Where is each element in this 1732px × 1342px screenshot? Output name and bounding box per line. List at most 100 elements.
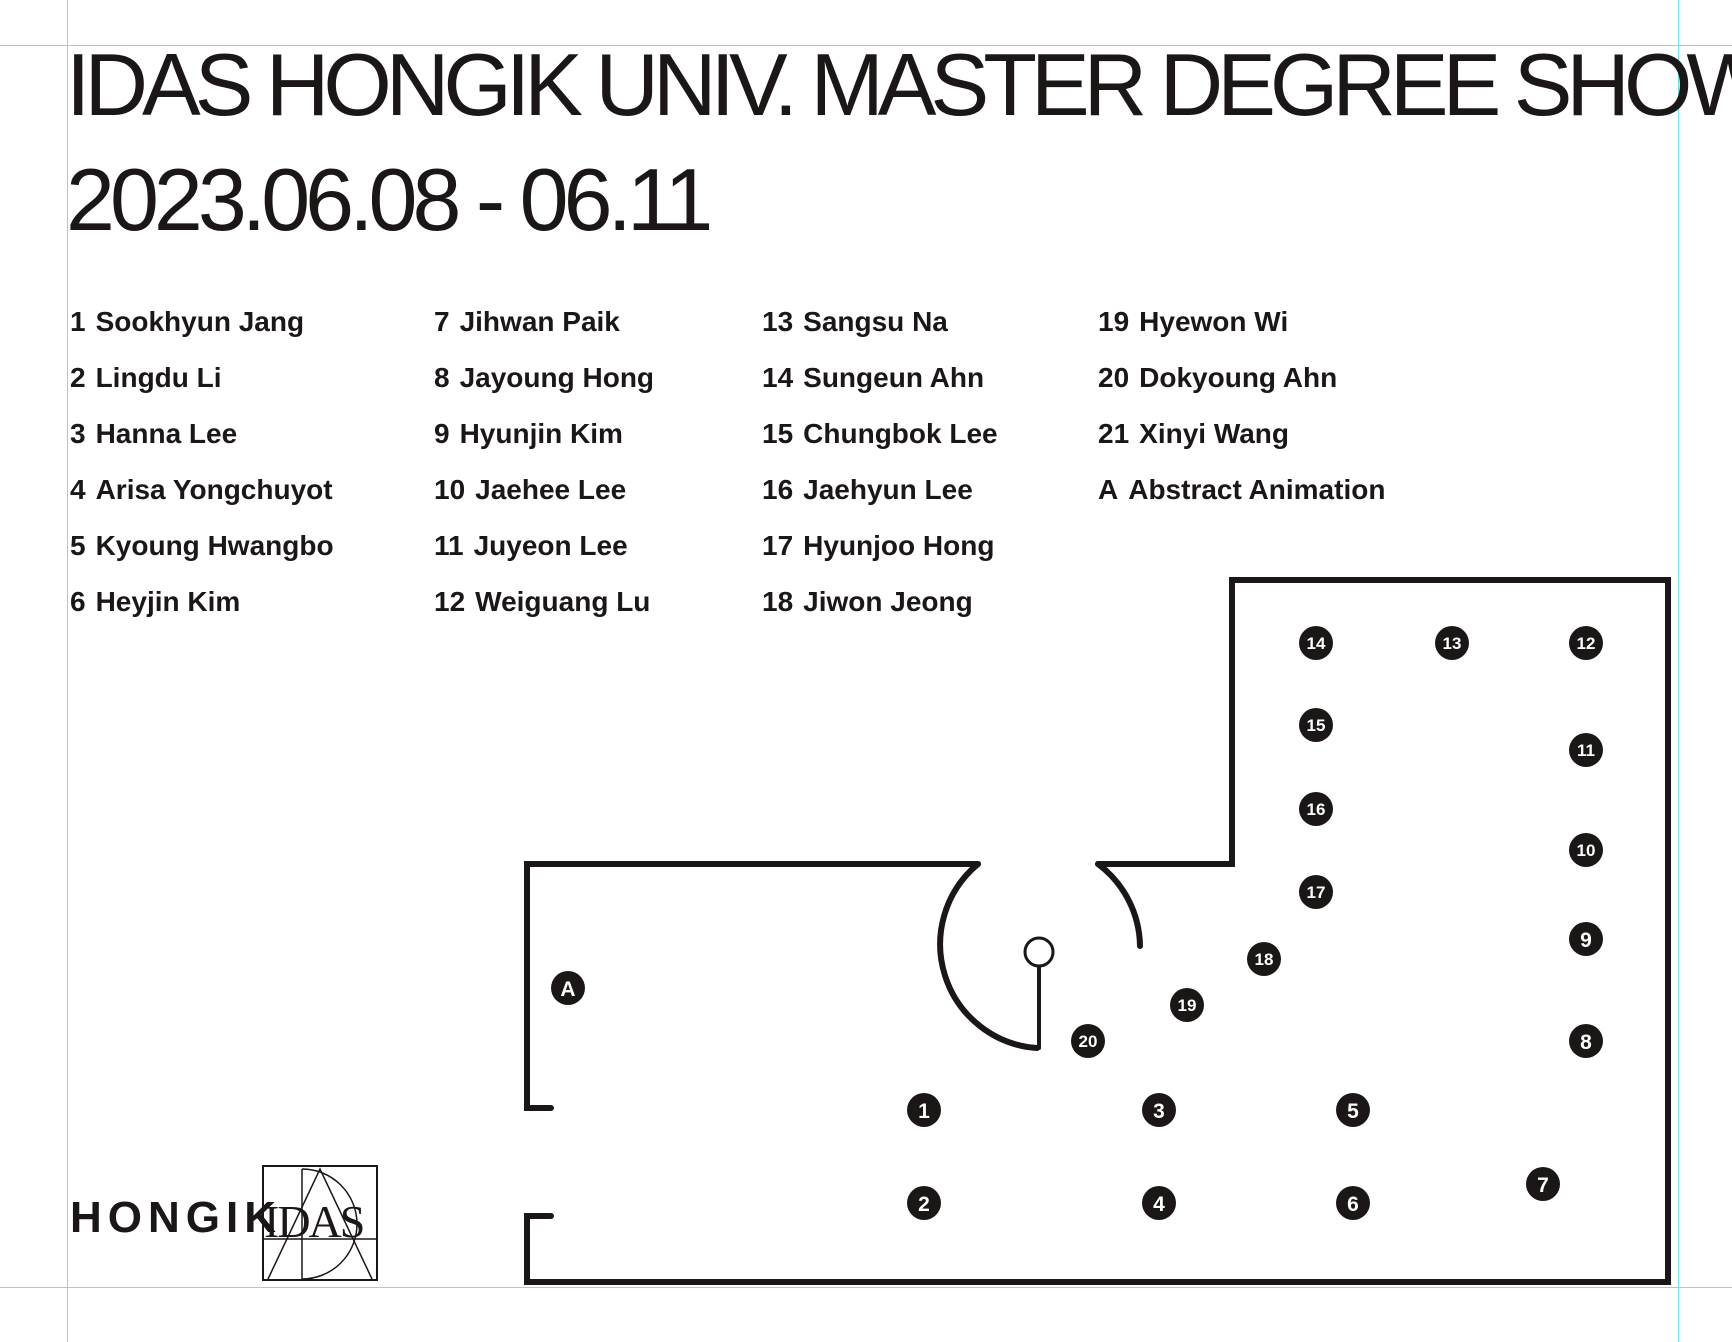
legend-item: 4 Arisa Yongchuyot	[70, 468, 334, 524]
show-dates: 2023.06.08 - 06.11	[66, 150, 713, 249]
legend-item: 1 Sookhyun Jang	[70, 300, 334, 356]
legend-column-3: 13 Sangsu Na 14 Sungeun Ahn 15 Chungbok Lee…	[762, 300, 998, 636]
floor-marker-label: 9	[1580, 929, 1592, 952]
legend-item: 7 Jihwan Paik	[434, 300, 654, 356]
hongik-idas-logo: HONGIK IDAS	[70, 1165, 390, 1285]
legend-item: 18 Jiwon Jeong	[762, 580, 998, 636]
floor-marker-1: 1	[907, 1093, 941, 1127]
legend-number: 21	[1098, 418, 1130, 449]
legend-item: 11 Juyeon Lee	[434, 524, 654, 580]
legend-artist-name: Weiguang Lu	[475, 586, 651, 617]
floor-marker-label: 14	[1307, 634, 1326, 653]
floor-marker-label: 13	[1443, 634, 1462, 653]
legend-number: 19	[1098, 306, 1130, 337]
legend-item: 10 Jaehee Lee	[434, 468, 654, 524]
legend-item: 9 Hyunjin Kim	[434, 412, 654, 468]
legend-artist-name: Sookhyun Jang	[95, 306, 305, 337]
floor-marker-label: 5	[1347, 1100, 1359, 1123]
legend-number: 2	[70, 362, 86, 393]
legend-item: 5 Kyoung Hwangbo	[70, 524, 334, 580]
floor-marker-label: 16	[1307, 800, 1326, 819]
floor-marker-5: 5	[1336, 1093, 1370, 1127]
floor-marker-12: 12	[1569, 626, 1603, 660]
floor-marker-9: 9	[1569, 922, 1603, 956]
legend-artist-name: Jiwon Jeong	[803, 586, 973, 617]
floor-marker-17: 17	[1299, 875, 1333, 909]
legend-artist-name: Heyjin Kim	[95, 586, 241, 617]
legend-number: 20	[1098, 362, 1130, 393]
legend-artist-name: Jihwan Paik	[459, 306, 620, 337]
legend-artist-name: Hanna Lee	[95, 418, 238, 449]
floor-marker-label: 2	[918, 1193, 930, 1216]
legend-artist-name: Hyunjoo Hong	[803, 530, 995, 561]
legend-artist-name: Hyewon Wi	[1139, 306, 1289, 337]
legend-number: 11	[434, 530, 464, 561]
floor-marker-19: 19	[1170, 988, 1204, 1022]
floor-marker-label: 19	[1178, 996, 1197, 1015]
guide-line-top	[0, 45, 1732, 46]
guide-line-left	[67, 0, 68, 1342]
legend-artist-name: Lingdu Li	[95, 362, 222, 393]
floor-plan-wall	[524, 861, 981, 1111]
floor-marker-label: 20	[1079, 1032, 1098, 1051]
guide-line-right	[1678, 0, 1679, 1342]
legend-number: A	[1098, 474, 1119, 505]
legend-number: 6	[70, 586, 86, 617]
floor-marker-7: 7	[1526, 1167, 1560, 1201]
floor-plan-wall	[524, 577, 1671, 1285]
floor-marker-16: 16	[1299, 792, 1333, 826]
legend-item: 21 Xinyi Wang	[1098, 412, 1385, 468]
legend-item: 12 Weiguang Lu	[434, 580, 654, 636]
legend-artist-name: Kyoung Hwangbo	[95, 530, 334, 561]
floor-marker-11: 11	[1569, 733, 1603, 767]
legend-artist-name: Chungbok Lee	[803, 418, 998, 449]
floor-marker-label: 8	[1580, 1031, 1592, 1054]
legend-artist-name: Xinyi Wang	[1139, 418, 1290, 449]
legend-number: 18	[762, 586, 794, 617]
legend-column-2: 7 Jihwan Paik 8 Jayoung Hong 9 Hyunjin Kim …	[434, 300, 654, 636]
floor-marker-14: 14	[1299, 626, 1333, 660]
legend-artist-name: Hyunjin Kim	[459, 418, 623, 449]
idas-emblem-icon	[262, 1165, 378, 1281]
floor-marker-2: 2	[907, 1186, 941, 1220]
floor-marker-label: 1	[918, 1100, 930, 1123]
legend-column-1: 1 Sookhyun Jang 2 Lingdu Li 3 Hanna Lee 4 Ar…	[70, 300, 334, 636]
legend-number: 16	[762, 474, 794, 505]
legend-number: 10	[434, 474, 466, 505]
floor-marker-20: 20	[1071, 1024, 1105, 1058]
legend-number: 14	[762, 362, 794, 393]
floor-marker-label: 15	[1307, 716, 1326, 735]
legend-item: 19 Hyewon Wi	[1098, 300, 1385, 356]
legend-item: 20 Dokyoung Ahn	[1098, 356, 1385, 412]
show-title: IDAS HONGIK UNIV. MASTER DEGREE SHOW	[66, 35, 1732, 134]
floor-marker-label: 18	[1255, 950, 1274, 969]
legend-artist-name: Abstract Animation	[1128, 474, 1386, 505]
legend-item: 2 Lingdu Li	[70, 356, 334, 412]
floor-marker-label: 4	[1153, 1193, 1165, 1216]
legend-number: 5	[70, 530, 86, 561]
floor-marker-label: 6	[1347, 1193, 1359, 1216]
floor-marker-label: 11	[1577, 741, 1595, 760]
legend-item: 8 Jayoung Hong	[434, 356, 654, 412]
legend-item: 17 Hyunjoo Hong	[762, 524, 998, 580]
legend-item: 6 Heyjin Kim	[70, 580, 334, 636]
legend-number: 4	[70, 474, 86, 505]
legend-item: 15 Chungbok Lee	[762, 412, 998, 468]
idas-emblem-letters: IDAS	[264, 1196, 365, 1247]
floor-marker-label: 10	[1577, 841, 1596, 860]
logo-wordmark: HONGIK	[70, 1193, 282, 1242]
legend-artist-name: Dokyoung Ahn	[1139, 362, 1338, 393]
legend-number: 13	[762, 306, 794, 337]
floor-marker-label: 3	[1153, 1100, 1165, 1123]
floor-marker-18: 18	[1247, 942, 1281, 976]
floor-marker-label: 12	[1577, 634, 1596, 653]
legend-number: 3	[70, 418, 86, 449]
guide-line-bottom	[0, 1287, 1732, 1288]
legend-item: 13 Sangsu Na	[762, 300, 998, 356]
floor-marker-13: 13	[1435, 626, 1469, 660]
floor-marker-label: 17	[1307, 883, 1326, 902]
legend-number: 17	[762, 530, 794, 561]
legend-artist-name: Sangsu Na	[803, 306, 948, 337]
legend-number: 1	[70, 306, 86, 337]
